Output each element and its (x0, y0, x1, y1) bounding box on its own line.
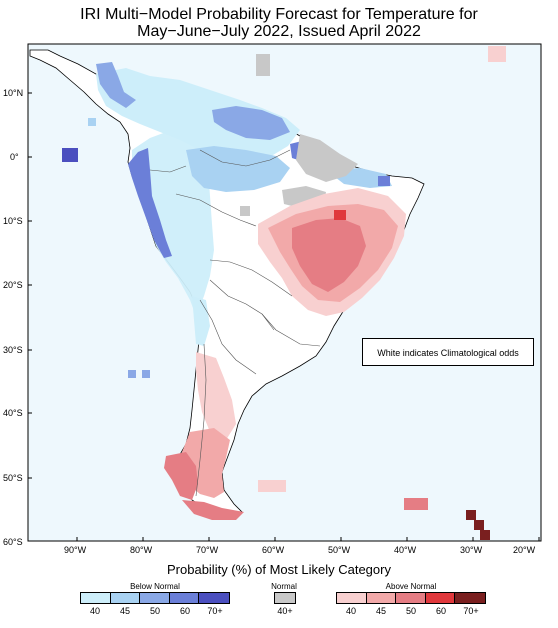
legend-below-tick-3: 60 (179, 606, 190, 616)
country-borders (149, 149, 321, 497)
above-normal-cell-south-georgia (404, 498, 428, 510)
above-normal-cell-ne-atlantic (488, 46, 506, 62)
below-normal-cell-pacific1 (88, 118, 96, 126)
legend-below-tick-0: 40 (89, 606, 100, 616)
legend-above-tick-0: 40 (345, 606, 356, 616)
below-normal-region-north (96, 68, 300, 164)
lon-label-20w: 20°W (513, 545, 536, 555)
below-normal-region-west (132, 132, 214, 316)
legend-above-swatch-0 (337, 593, 367, 603)
legend-normal-label: Normal (271, 582, 297, 591)
legend-above-tick-2: 50 (405, 606, 416, 616)
legend-above-label: Above Normal (385, 582, 437, 591)
below-normal-region-venezuela (212, 106, 290, 140)
below-normal-cell-pacific3 (142, 370, 150, 378)
below-normal-region-amazon (186, 146, 290, 192)
legend-above-swatch-1 (366, 593, 397, 603)
lat-label-30s: 30°S (3, 345, 23, 355)
climatology-note: White indicates Climatological odds (362, 338, 534, 366)
lat-label-10n: 10°N (3, 88, 23, 98)
lon-label-80w: 80°W (130, 545, 153, 555)
above-normal-region-tierra-del-fuego (182, 500, 244, 520)
legend-below-ticks: 40 45 50 60 70+ (80, 606, 230, 618)
legend-below-swatch-4 (199, 593, 229, 603)
normal-cell-caribbean (256, 54, 270, 76)
below-normal-cell-pacific2 (128, 370, 136, 378)
legend-above-bar (336, 592, 486, 604)
frame-ticks (28, 92, 540, 541)
legend-normal-tick-0: 40+ (277, 606, 293, 616)
lon-label-70w: 70°W (196, 545, 219, 555)
above-normal-cell-sandwich-2 (474, 520, 484, 530)
legend-below-swatch-3 (169, 593, 200, 603)
legend-above-tick-3: 60 (435, 606, 446, 616)
legend-above-tick-4: 70+ (463, 606, 479, 616)
lat-label-10s: 10°S (3, 216, 23, 226)
legend-below-bar (80, 592, 230, 604)
above-normal-region-patagonia-light (196, 352, 236, 440)
above-normal-cell-falklands (258, 480, 286, 492)
normal-cell-interior (240, 206, 250, 216)
lat-label-60s: 60°S (3, 537, 23, 547)
below-normal-cell-coast-east (378, 176, 390, 186)
legend-normal-swatch-0 (275, 593, 295, 603)
lat-label-0: 0° (10, 152, 19, 162)
above-normal-region-brazil-strong (292, 218, 366, 292)
legend-below-tick-2: 50 (149, 606, 160, 616)
below-normal-region-chile (192, 296, 210, 346)
legend-normal-bar (274, 592, 296, 604)
below-normal-region-west-strong (128, 148, 172, 258)
above-normal-cell-sandwich-3 (480, 530, 490, 540)
legend-below-tick-1: 45 (119, 606, 130, 616)
legend-above-ticks: 40 45 50 60 70+ (336, 606, 486, 618)
legend-normal-ticks: 40+ (274, 606, 296, 618)
legend-below-swatch-1 (110, 593, 141, 603)
above-normal-cell-peak (334, 210, 346, 220)
legend-below-swatch-2 (140, 593, 170, 603)
lon-label-90w: 90°W (64, 545, 87, 555)
lat-label-50s: 50°S (3, 473, 23, 483)
normal-region-north-brazil (296, 134, 358, 182)
legend-above-swatch-3 (425, 593, 456, 603)
legend-below-tick-4: 70+ (207, 606, 223, 616)
below-normal-cell-galapagos (62, 148, 78, 162)
legend-below-swatch-0 (81, 593, 111, 603)
map-title-line1: IRI Multi−Model Probability Forecast for… (80, 6, 478, 23)
legend-above-swatch-4 (455, 593, 485, 603)
lon-label-40w: 40°W (394, 545, 417, 555)
map-title-line2: May−June−July 2022, Issued April 2022 (137, 23, 421, 40)
lon-label-30w: 30°W (460, 545, 483, 555)
lon-label-60w: 60°W (262, 545, 285, 555)
above-normal-region-patagonia-strong (164, 452, 198, 500)
legend-title: Probability (%) of Most Likely Category (167, 562, 391, 577)
above-normal-cell-sandwich-1 (466, 510, 476, 520)
legend-below-label: Below Normal (130, 582, 180, 591)
lat-label-20s: 20°S (3, 280, 23, 290)
lat-label-40s: 40°S (3, 408, 23, 418)
lon-label-50w: 50°W (328, 545, 351, 555)
legend-above-swatch-2 (396, 593, 426, 603)
below-normal-region-north-strong (96, 62, 136, 108)
legend-above-tick-1: 45 (375, 606, 386, 616)
